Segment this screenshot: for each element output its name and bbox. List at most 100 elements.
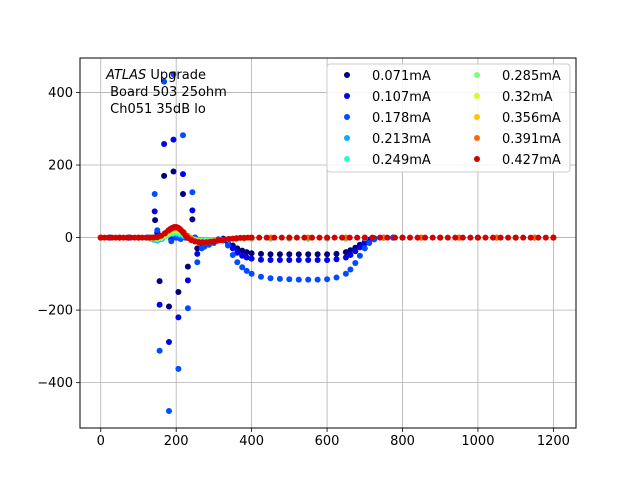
data-point xyxy=(314,257,321,263)
data-point xyxy=(166,339,172,345)
data-point xyxy=(361,234,368,241)
axis-ticks: 0 200 400 600 800 1000 1200 −400 −200 0 200 400 xyxy=(37,86,570,449)
legend-marker xyxy=(344,135,350,141)
data-point xyxy=(333,274,340,281)
annotation-board: Board 503 25ohm xyxy=(106,85,227,100)
data-point xyxy=(339,234,346,241)
data-point xyxy=(414,234,421,241)
data-point xyxy=(168,238,175,245)
data-point xyxy=(170,71,177,78)
data-point xyxy=(258,256,264,263)
data-point xyxy=(314,251,321,258)
data-point xyxy=(305,251,312,258)
data-point xyxy=(286,257,293,263)
data-point xyxy=(527,234,534,241)
x-tick-label: 1000 xyxy=(461,434,494,449)
y-tick-label: −200 xyxy=(37,304,73,319)
data-point xyxy=(189,189,196,196)
legend: 0.071mA 0.107mA 0.178mA 0.213mA 0.249mA 0.285… xyxy=(326,63,571,173)
data-point xyxy=(286,276,293,283)
data-point xyxy=(324,251,331,258)
plot-frame xyxy=(79,57,577,429)
data-point xyxy=(542,234,549,241)
data-point xyxy=(550,234,557,241)
x-tick-label: 0 xyxy=(97,434,105,449)
legend-marker xyxy=(474,135,480,141)
data-point xyxy=(305,257,312,263)
data-point xyxy=(267,275,274,282)
x-tick-label: 600 xyxy=(315,434,340,449)
data-point xyxy=(429,234,436,241)
series-10 xyxy=(97,224,557,246)
data-point xyxy=(407,234,413,241)
data-point xyxy=(156,301,163,308)
data-point xyxy=(437,234,444,241)
data-point xyxy=(301,234,308,241)
legend-marker xyxy=(474,93,480,99)
data-point xyxy=(444,234,451,241)
data-point xyxy=(243,267,250,274)
data-point xyxy=(234,245,241,252)
data-point xyxy=(399,234,406,241)
data-point xyxy=(295,276,302,283)
data-point xyxy=(229,245,236,252)
data-point xyxy=(180,171,186,178)
data-point xyxy=(295,251,302,258)
legend-marker xyxy=(344,156,350,162)
data-point xyxy=(180,191,186,197)
data-point xyxy=(166,408,172,414)
legend-marker xyxy=(474,72,480,78)
y-tick-label: 400 xyxy=(48,86,73,101)
data-point xyxy=(324,276,331,283)
data-point xyxy=(505,234,512,241)
data-point xyxy=(156,347,163,354)
data-point xyxy=(422,234,429,241)
data-point xyxy=(369,234,376,241)
data-point xyxy=(490,234,496,241)
legend-label: 0.285mA xyxy=(502,69,561,84)
data-point xyxy=(376,234,383,241)
data-point xyxy=(276,257,283,263)
data-point xyxy=(184,263,191,270)
data-point xyxy=(474,234,481,241)
data-point xyxy=(356,244,363,251)
data-point xyxy=(346,234,353,241)
y-tick-label: −400 xyxy=(37,376,73,391)
data-point xyxy=(333,256,340,263)
y-tick-label: 0 xyxy=(65,231,73,246)
data-point xyxy=(459,234,466,241)
data-point xyxy=(229,252,236,258)
x-tick-label: 400 xyxy=(239,434,264,449)
legend-label: 0.427mA xyxy=(502,153,561,168)
data-point xyxy=(342,270,349,277)
data-point xyxy=(263,234,270,241)
data-point xyxy=(180,132,186,139)
data-point xyxy=(161,172,168,179)
annotation-experiment: ATLAS Upgrade xyxy=(105,68,206,83)
data-point xyxy=(151,208,158,215)
legend-box xyxy=(326,63,571,173)
data-point xyxy=(224,242,231,249)
data-point xyxy=(170,168,177,175)
data-point xyxy=(286,234,293,241)
data-point xyxy=(342,249,349,256)
data-point xyxy=(535,234,542,241)
data-point xyxy=(352,248,359,255)
data-point xyxy=(239,264,246,271)
data-point xyxy=(271,234,278,241)
data-point xyxy=(248,270,255,277)
annotation-channel: Ch051 35dB lo xyxy=(106,102,206,117)
data-point xyxy=(347,252,354,258)
data-point xyxy=(361,245,368,252)
data-point xyxy=(347,247,354,254)
data-point xyxy=(314,276,321,283)
data-point xyxy=(347,266,354,273)
data-point xyxy=(248,234,255,241)
data-point xyxy=(258,273,264,280)
data-point xyxy=(295,257,302,263)
data-point xyxy=(248,250,255,257)
y-tick-label: 200 xyxy=(48,159,73,174)
data-point xyxy=(309,234,315,241)
legend-label: 0.391mA xyxy=(502,132,561,147)
